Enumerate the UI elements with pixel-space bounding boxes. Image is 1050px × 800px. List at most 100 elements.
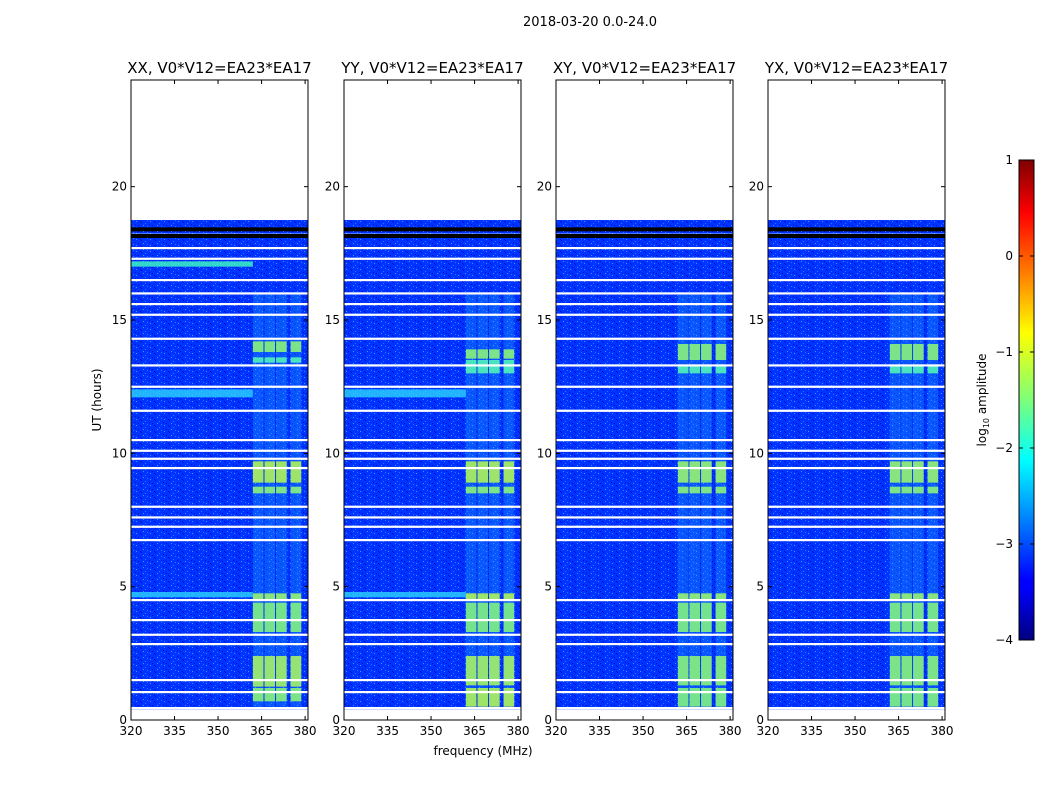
heatmap-rfi-block xyxy=(913,656,924,686)
heatmap-rfi-block xyxy=(927,593,939,600)
heatmap-band-streak xyxy=(715,293,727,707)
heatmap-rfi-block xyxy=(489,688,500,707)
x-tick-label: 380 xyxy=(931,724,954,738)
x-tick-label: 365 xyxy=(675,724,698,738)
heatmap-rfi-block xyxy=(889,593,901,600)
flag-row-white xyxy=(131,525,308,528)
flag-row-white xyxy=(768,525,945,528)
heatmap-rfi-block xyxy=(290,602,302,632)
heatmap-rfi-block xyxy=(503,486,515,494)
flag-row-white xyxy=(344,364,521,367)
heatmap-rfi-block xyxy=(252,593,264,600)
x-axis-label: frequency (MHz) xyxy=(433,744,532,758)
flag-row-white xyxy=(556,279,733,282)
flag-row-white xyxy=(344,292,521,295)
heatmap-rfi-block xyxy=(290,461,302,483)
heatmap-rfi-block xyxy=(677,365,689,374)
heatmap-rfi-block xyxy=(477,461,489,483)
heatmap-rfi-block xyxy=(901,486,913,494)
heatmap-image xyxy=(556,220,733,710)
flag-row-white xyxy=(556,303,733,306)
y-tick-label: 15 xyxy=(537,313,552,327)
flag-row-white xyxy=(344,679,521,682)
flag-row-white xyxy=(768,313,945,316)
y-tick-label: 10 xyxy=(112,446,127,460)
flag-row-white xyxy=(556,691,733,694)
flag-row-white xyxy=(131,257,308,260)
heatmap-rfi-block xyxy=(689,593,701,600)
flag-row-white xyxy=(556,467,733,470)
heatmap-rfi-block xyxy=(465,349,477,359)
heatmap-rfi-block xyxy=(913,365,924,374)
heatmap-rfi-block xyxy=(689,688,701,707)
y-tick-label: 5 xyxy=(119,580,127,594)
flag-row-white xyxy=(131,516,308,519)
heatmap-rfi-block xyxy=(276,593,287,600)
colorbar-label-log: log xyxy=(975,428,989,446)
heatmap-rfi-block xyxy=(715,656,727,686)
colorbar-label: log10 amplitude xyxy=(975,354,991,447)
flag-row-white xyxy=(344,313,521,316)
colorbar-ticks: 1 0 −1 −2 −3 −4 xyxy=(995,153,1034,647)
flag-row-white xyxy=(131,385,308,388)
axes-frame xyxy=(343,79,522,721)
heatmap-rfi-block xyxy=(264,461,276,483)
panel-4: YX, V0*V12=EA23*EA17 320 335 350 365 380 0 5 10 1… xyxy=(749,59,954,738)
heatmap-rfi-block xyxy=(889,344,901,360)
flag-row-white xyxy=(344,247,521,250)
heatmap-rfi-block xyxy=(489,349,500,359)
heatmap-rfi-block xyxy=(677,461,689,483)
heatmap-rfi-block xyxy=(913,486,924,494)
heatmap-rfi-block xyxy=(913,344,924,360)
flag-row-white xyxy=(131,364,308,367)
flag-row-white xyxy=(344,619,521,622)
heatmap-line xyxy=(344,389,466,398)
flag-row-white xyxy=(131,619,308,622)
heatmap-rfi-block xyxy=(715,593,727,600)
flag-row-white xyxy=(768,643,945,646)
flag-row-white xyxy=(556,707,733,710)
y-tick-label: 20 xyxy=(537,180,552,194)
flag-row-white xyxy=(556,247,733,250)
flag-row-white xyxy=(131,505,308,508)
flag-row-white xyxy=(556,599,733,602)
heatmap-rfi-block xyxy=(901,461,913,483)
x-tick-label: 350 xyxy=(420,724,443,738)
flag-row-white xyxy=(556,364,733,367)
flag-row-white xyxy=(768,292,945,295)
heatmap-rfi-block xyxy=(503,461,515,483)
flag-row-black xyxy=(768,234,945,238)
heatmap-rfi-block xyxy=(689,656,701,686)
x-tick-label: 320 xyxy=(757,724,780,738)
heatmap-rfi-block xyxy=(689,486,701,494)
colorbar-label-sub: 10 xyxy=(982,418,991,428)
heatmap-rfi-block xyxy=(465,593,477,600)
heatmap-rfi-block xyxy=(889,602,901,632)
heatmap-rfi-block xyxy=(503,360,515,374)
heatmap-rfi-block xyxy=(264,602,276,632)
heatmap-rfi-block xyxy=(889,656,901,686)
heatmap-band-streak xyxy=(701,293,712,707)
heatmap-band-streak xyxy=(889,293,901,707)
heatmap-rfi-block xyxy=(715,461,727,483)
flag-row-white xyxy=(768,516,945,519)
heatmap-rfi-block xyxy=(252,688,264,702)
heatmap-rfi-block xyxy=(901,365,913,374)
heatmap-rfi-block xyxy=(465,461,477,483)
flag-row-white xyxy=(768,457,945,460)
y-tick-label: 0 xyxy=(544,713,552,727)
flag-row-white xyxy=(344,467,521,470)
flag-row-white xyxy=(768,449,945,452)
y-tick-label: 20 xyxy=(325,180,340,194)
panel-title: XX, V0*V12=EA23*EA17 xyxy=(127,59,311,77)
heatmap-rfi-block xyxy=(489,593,500,600)
flag-row-white xyxy=(556,516,733,519)
flag-row-white xyxy=(344,525,521,528)
flag-row-white xyxy=(344,599,521,602)
flag-row-white xyxy=(344,409,521,412)
heatmap-rfi-block xyxy=(503,656,515,686)
y-tick-label: 15 xyxy=(325,313,340,327)
heatmap-rfi-block xyxy=(901,593,913,600)
flag-row-white xyxy=(131,279,308,282)
figure-title: 2018-03-20 0.0-24.0 xyxy=(523,15,657,30)
